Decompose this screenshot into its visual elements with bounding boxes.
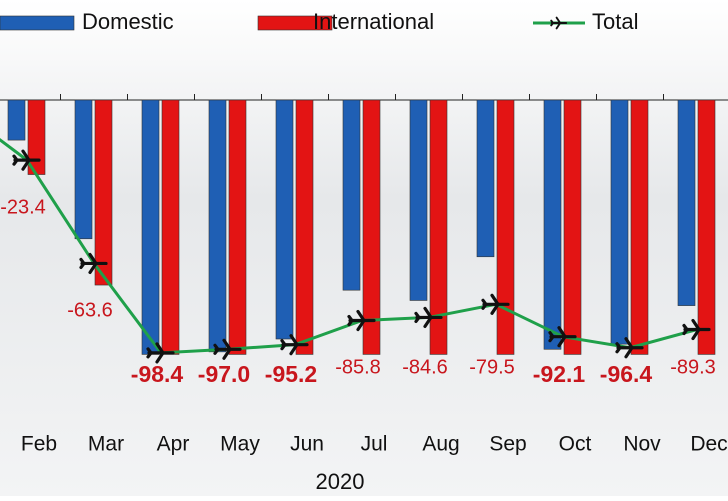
- data-label: -23.4: [0, 196, 46, 218]
- data-label: -95.2: [265, 361, 317, 387]
- x-tick-label: Feb: [21, 433, 57, 456]
- bar: [677, 99, 696, 306]
- line-marker: [481, 293, 510, 315]
- x-tick-label: Jul: [361, 433, 388, 456]
- line-marker: [414, 306, 443, 329]
- x-tick-label: Jun: [290, 433, 324, 456]
- plane-icon: [146, 342, 175, 364]
- bar: [275, 99, 294, 340]
- line-marker: [548, 326, 577, 348]
- bar: [610, 99, 629, 345]
- plane-icon: [213, 338, 242, 360]
- bar: [496, 99, 515, 355]
- line-marker: [79, 252, 108, 275]
- bar: [409, 99, 428, 301]
- x-axis-title: 2020: [316, 469, 365, 494]
- bar: [74, 99, 93, 240]
- plane-icon: [615, 337, 644, 359]
- x-tick-label: Mar: [88, 433, 124, 456]
- legend-label: Total: [592, 9, 638, 34]
- line-marker: [146, 342, 175, 364]
- x-tick-label: Dec: [690, 433, 727, 456]
- plane-icon: [347, 309, 376, 332]
- x-tick-label: Nov: [623, 433, 661, 456]
- data-label: -97.0: [198, 361, 250, 387]
- bar: [630, 99, 649, 355]
- bar: [342, 99, 361, 291]
- data-label: -63.6: [67, 300, 113, 322]
- line-marker: [213, 338, 242, 360]
- data-label: -85.8: [335, 356, 381, 378]
- x-tick-label: Apr: [157, 433, 190, 456]
- x-tick-label: Sep: [489, 433, 526, 456]
- line-marker: [550, 16, 568, 30]
- x-tick-label: Aug: [422, 433, 459, 456]
- legend-label: International: [313, 9, 434, 34]
- plane-icon: [79, 252, 108, 275]
- bar: [543, 99, 562, 350]
- bar: [94, 99, 113, 286]
- plane-icon: [481, 293, 510, 315]
- plane-icon: [682, 318, 711, 341]
- bar: [476, 99, 495, 258]
- bar: [7, 99, 26, 141]
- line-marker: [615, 337, 644, 359]
- legend-swatch: [0, 15, 75, 31]
- legend-label: Domestic: [82, 9, 174, 34]
- plane-icon: [12, 149, 41, 171]
- line-marker: [280, 334, 309, 356]
- data-label: -79.5: [469, 356, 515, 378]
- data-label: -89.3: [670, 356, 716, 378]
- data-label: -98.4: [131, 361, 184, 387]
- bar: [429, 99, 448, 355]
- data-label: -96.4: [600, 361, 653, 387]
- bar: [697, 99, 716, 355]
- x-tick-label: May: [220, 433, 260, 456]
- bar: [295, 99, 314, 355]
- plane-icon: [550, 16, 568, 30]
- plane-icon: [548, 326, 577, 348]
- x-tick-label: Oct: [559, 433, 592, 456]
- bar: [563, 99, 582, 355]
- bar: [161, 99, 180, 355]
- line-lead: [0, 138, 28, 162]
- plane-icon: [414, 306, 443, 329]
- bar: [362, 99, 381, 355]
- line-marker: [347, 309, 376, 332]
- plane-icon: [280, 334, 309, 356]
- data-label: -84.6: [402, 356, 448, 378]
- data-label: -92.1: [533, 361, 586, 387]
- bar: [141, 99, 160, 355]
- bar: [208, 99, 227, 353]
- line-marker: [12, 149, 41, 171]
- line-marker: [682, 318, 711, 341]
- legend-swatch: [257, 15, 333, 31]
- bar: [228, 99, 247, 355]
